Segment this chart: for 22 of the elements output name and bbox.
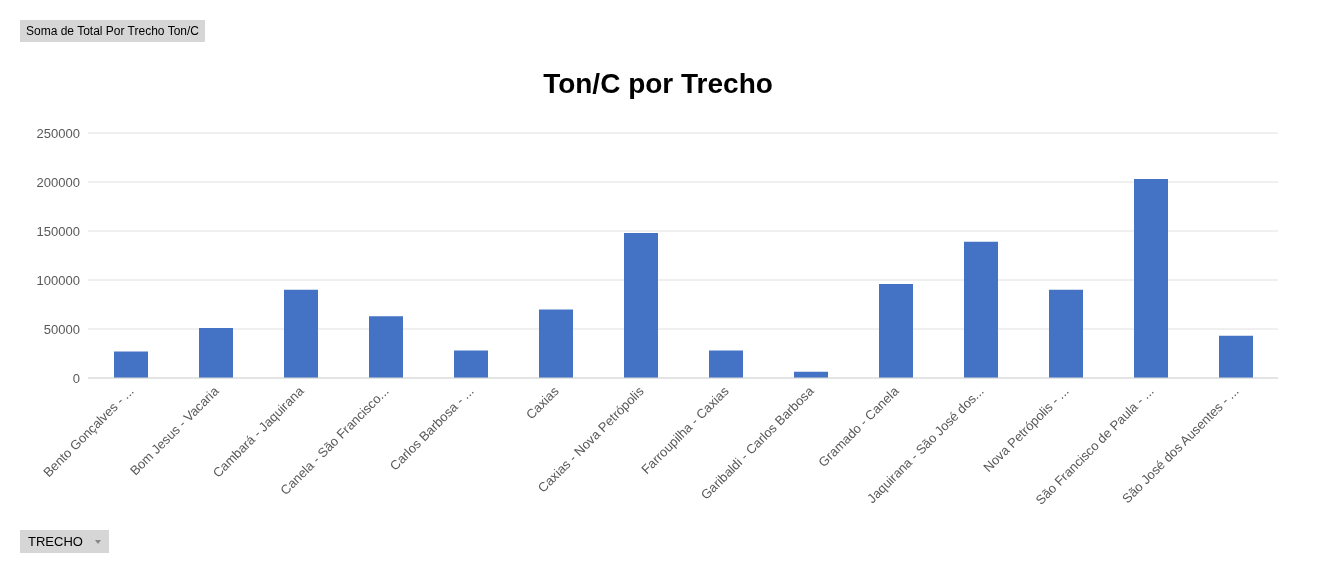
bar [199,328,233,378]
bar [114,351,148,378]
bar [624,232,658,378]
bar [539,309,573,378]
y-tick-label: 200000 [36,174,80,190]
bar [1134,179,1168,378]
bar [1219,335,1253,378]
y-tick-label: 150000 [36,223,80,239]
text: TRECHO [28,534,83,549]
chart-title: Ton/C por Trecho [542,68,774,100]
bar [964,241,998,378]
bar [879,283,913,378]
y-tick-label: 50000 [43,321,80,337]
bar [1049,289,1083,378]
y-tick-label: 250000 [36,125,80,141]
bar [369,316,403,378]
bar [454,350,488,378]
y-tick-label: 100000 [36,272,80,288]
bar [709,350,743,378]
y-tick-label: 0 [72,370,80,386]
text: Soma de Total Por Trecho Ton/C [20,20,205,42]
bar [284,289,318,378]
